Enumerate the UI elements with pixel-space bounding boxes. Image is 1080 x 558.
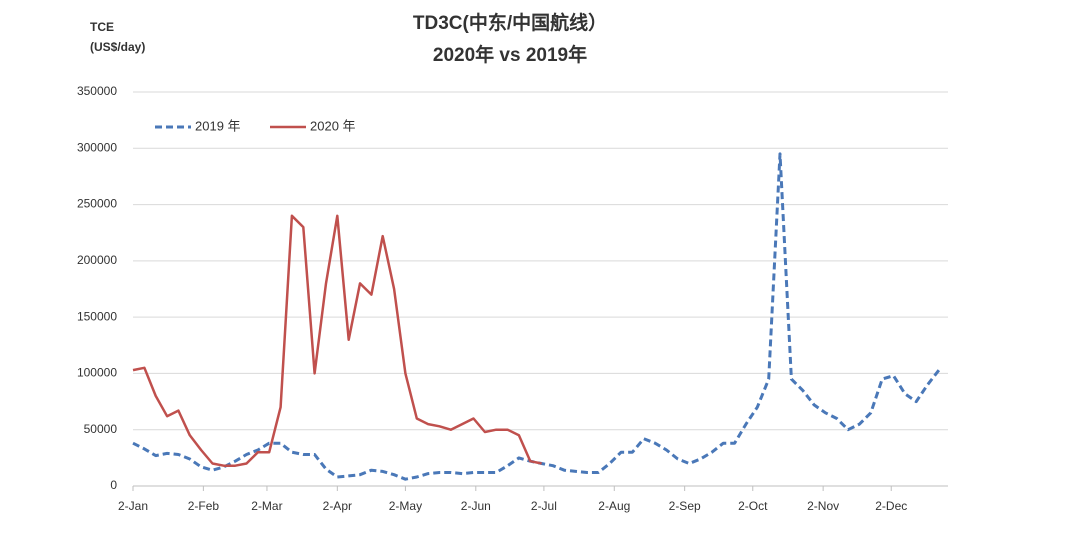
x-tick-label: 2-Jan: [118, 499, 148, 513]
y-tick-label: 300000: [77, 140, 117, 154]
x-tick-label: 2-Feb: [188, 499, 220, 513]
y-tick-label: 0: [110, 478, 117, 492]
x-tick-label: 2-Nov: [807, 499, 839, 513]
x-tick-label: 2-Mar: [251, 499, 282, 513]
y-axis-label: TCE: [90, 20, 114, 34]
x-tick-label: 2-May: [389, 499, 422, 513]
y-tick-label: 100000: [77, 366, 117, 380]
series-line: [132, 152, 941, 481]
series-line: [132, 214, 542, 467]
x-tick-label: 2-Aug: [598, 499, 630, 513]
chart-subtitle: 2020年 vs 2019年: [433, 43, 587, 66]
x-tick-label: 2-Jul: [531, 499, 557, 513]
x-tick-label: 2-Sep: [669, 499, 701, 513]
y-tick-label: 150000: [77, 309, 117, 323]
y-tick-label: 350000: [77, 84, 117, 98]
x-tick-label: 2-Jun: [461, 499, 491, 513]
y-tick-label: 200000: [77, 253, 117, 267]
x-tick-label: 2-Oct: [738, 499, 768, 513]
y-axis-unit: (US$/day): [90, 40, 145, 54]
chart-title: TD3C(中东/中国航线）: [413, 11, 607, 34]
y-tick-label: 50000: [84, 422, 118, 436]
legend-label: 2020 年: [310, 118, 356, 133]
legend-label: 2019 年: [195, 118, 241, 133]
x-tick-label: 2-Apr: [323, 499, 352, 513]
y-tick-label: 250000: [77, 197, 117, 211]
x-tick-label: 2-Dec: [875, 499, 907, 513]
